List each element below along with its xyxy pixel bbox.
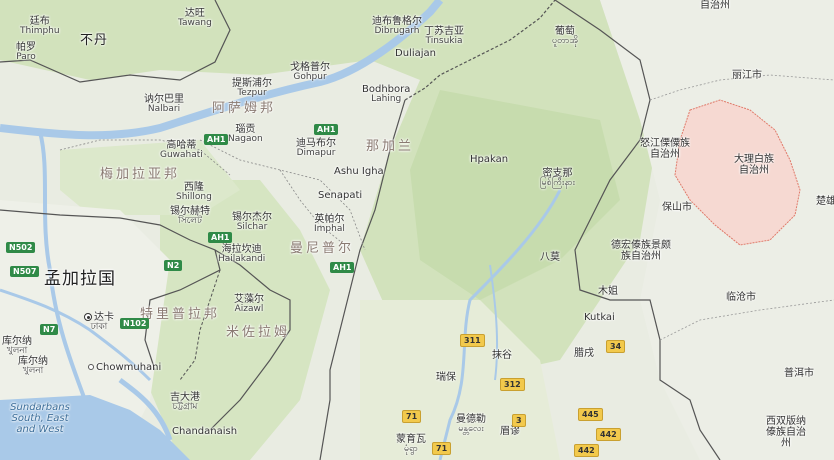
country-bhutan-label: 不丹 <box>80 33 109 48</box>
place-pyin-oo-lwin: 眉谬 <box>500 426 520 437</box>
place-gohpur: 戈格普尔 Gohpur <box>290 62 330 82</box>
place-ashu-igha: Ashu Igha <box>334 166 384 177</box>
place-lijiang: 丽江市 <box>732 70 762 81</box>
road-shield-71a: 71 <box>402 410 422 423</box>
road-shield-n507: N507 <box>10 266 40 277</box>
place-xishuangbanna: 西双版纳傣族自治州 <box>766 416 806 449</box>
place-dimapur: 迪马布尔 Dimapur <box>296 138 336 158</box>
place-khulna: 库尔纳 খুলনা <box>2 336 32 356</box>
place-lashio: 腊戌 <box>574 348 594 359</box>
place-baoshan: 保山市 <box>662 202 692 213</box>
place-chowmuhani: Chowmuhani <box>88 362 161 373</box>
road-shield-3: 3 <box>512 414 526 427</box>
city-dot-icon <box>88 364 94 370</box>
place-lincang: 临沧市 <box>726 292 756 303</box>
road-shield-ah1-d: AH1 <box>208 232 233 243</box>
place-hpakan: Hpakan <box>470 154 509 165</box>
road-shield-n2: N2 <box>164 260 183 271</box>
road-shield-n102: N102 <box>120 318 150 329</box>
place-aizawl: 艾藻尔 Aizawl <box>234 294 264 314</box>
place-shwebo: 瑞保 <box>436 372 456 383</box>
state-tripura-label: 特里普拉邦 <box>140 307 221 322</box>
road-shield-442a: 442 <box>574 444 599 457</box>
state-meghalaya-label: 梅加拉亚邦 <box>100 167 181 182</box>
place-dali: 大理白族自治州 <box>734 154 774 176</box>
place-kutkai: Kutkai <box>584 312 615 323</box>
place-chandanaish: Chandanaish <box>172 426 238 437</box>
place-putao: 葡萄 ပူတာအို <box>552 26 578 46</box>
road-shield-445: 445 <box>578 408 603 421</box>
place-guwahati: 高哈蒂 Guwahati <box>160 140 203 160</box>
place-dibrugarh: 迪布鲁格尔 Dibrugarh <box>372 16 422 36</box>
place-khulna-2: 库尔纳 খুলনা <box>18 356 48 376</box>
place-paro: 帕罗 Paro <box>16 42 36 62</box>
water-sundarbans-label: Sundarbans South, East and West <box>10 402 70 435</box>
road-shield-71b: 71 <box>432 442 452 455</box>
place-nalbari: 讷尔巴里 Nalbari <box>144 94 184 114</box>
place-mandalay: 曼德勒 မန္တလေး <box>456 414 486 434</box>
road-shield-ah1-c: AH1 <box>330 262 355 273</box>
place-dhaka: 达卡 ঢাকা <box>84 312 114 333</box>
place-diqing: 自治州 <box>700 0 730 11</box>
state-manipur-label: 曼尼普尔 <box>290 241 355 256</box>
place-tawang: 达旺 Tawang <box>178 8 212 28</box>
place-tinsukia: 丁苏吉亚 Tinsukia <box>424 26 464 46</box>
place-dehong: 德宏傣族景颇族自治州 <box>611 240 671 262</box>
place-shillong: 西隆 Shillong <box>176 182 212 202</box>
road-shield-ah1-b: AH1 <box>314 124 339 135</box>
place-sylhet: 锡尔赫特 সিলেট <box>170 206 210 226</box>
road-shield-34: 34 <box>606 340 626 353</box>
place-nujiang: 怒江傈僳族自治州 <box>640 138 690 160</box>
place-silchar: 锡尔杰尔 Silchar <box>232 212 272 232</box>
place-muse: 木姐 <box>598 286 618 297</box>
place-bhamo: 八莫 <box>540 252 560 263</box>
country-bangladesh-label: 孟加拉国 <box>44 269 116 289</box>
place-bodhbora: Bodhbora Lahing <box>362 84 411 104</box>
road-shield-312: 312 <box>500 378 525 391</box>
place-senapati: Senapati <box>318 190 363 201</box>
capital-marker-icon <box>84 313 92 321</box>
state-assam-label: 阿萨姆邦 <box>212 101 277 116</box>
road-shield-442b: 442 <box>596 428 621 441</box>
place-chittagong: 吉大港 চট্টগ্রাম <box>170 392 200 412</box>
place-hailakandi: 海拉坎迪 Hailakandi <box>218 244 266 264</box>
road-shield-n502: N502 <box>6 242 36 253</box>
road-shield-n7: N7 <box>40 324 59 335</box>
state-nagaland-label: 那加兰 <box>366 139 415 154</box>
place-chuxiong: 楚雄 <box>816 196 834 207</box>
road-shield-ah1-a: AH1 <box>204 134 229 145</box>
place-tezpur: 提斯浦尔 Tezpur <box>232 78 272 98</box>
place-imphal: 英帕尔 Imphal <box>314 214 345 234</box>
place-thimphu: 廷布 Thimphu <box>20 16 60 36</box>
place-mogok: 抹谷 <box>492 350 512 361</box>
place-duliajan: Duliajan <box>395 48 436 59</box>
place-puer: 普洱市 <box>784 368 814 379</box>
place-myitkyina: 密支那 မြစ်ကြီးနား <box>540 168 575 188</box>
place-nagaon: 瑙贡 Nagaon <box>228 124 263 144</box>
road-shield-311: 311 <box>460 334 485 347</box>
state-mizoram-label: 米佐拉姆 <box>226 325 291 340</box>
place-monywa: 蒙育瓦 မုံရွာ <box>396 434 426 454</box>
